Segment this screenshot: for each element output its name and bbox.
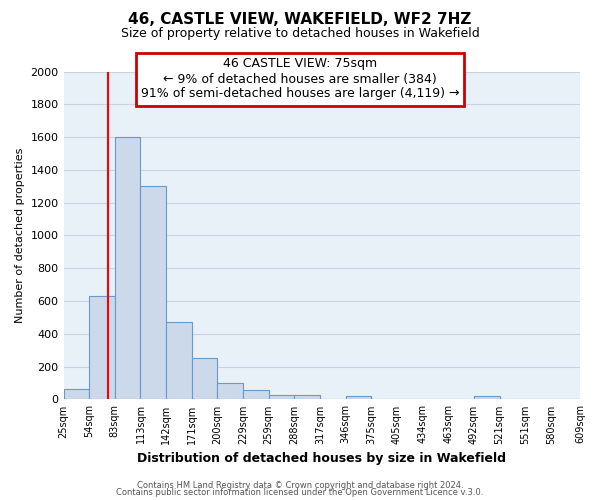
Bar (140, 186, 166, 400)
Bar (89, 296, 115, 400)
Text: Size of property relative to detached houses in Wakefield: Size of property relative to detached ho… (121, 28, 479, 40)
Bar (346, 396, 371, 400)
Bar (166, 322, 192, 400)
Text: Contains public sector information licensed under the Open Government Licence v.: Contains public sector information licen… (116, 488, 484, 497)
Bar (64, 389, 89, 400)
Bar (243, 390, 269, 400)
Bar (269, 394, 295, 400)
Bar (115, 137, 140, 400)
Bar (217, 383, 243, 400)
Text: 46 CASTLE VIEW: 75sqm
← 9% of detached houses are smaller (384)
91% of semi-deta: 46 CASTLE VIEW: 75sqm ← 9% of detached h… (141, 58, 459, 100)
X-axis label: Distribution of detached houses by size in Wakefield: Distribution of detached houses by size … (137, 452, 506, 465)
Text: Contains HM Land Registry data © Crown copyright and database right 2024.: Contains HM Land Registry data © Crown c… (137, 480, 463, 490)
Bar (295, 396, 320, 400)
Text: 46, CASTLE VIEW, WAKEFIELD, WF2 7HZ: 46, CASTLE VIEW, WAKEFIELD, WF2 7HZ (128, 12, 472, 28)
Bar (192, 358, 217, 400)
Y-axis label: Number of detached properties: Number of detached properties (15, 148, 25, 323)
Bar (474, 396, 500, 400)
